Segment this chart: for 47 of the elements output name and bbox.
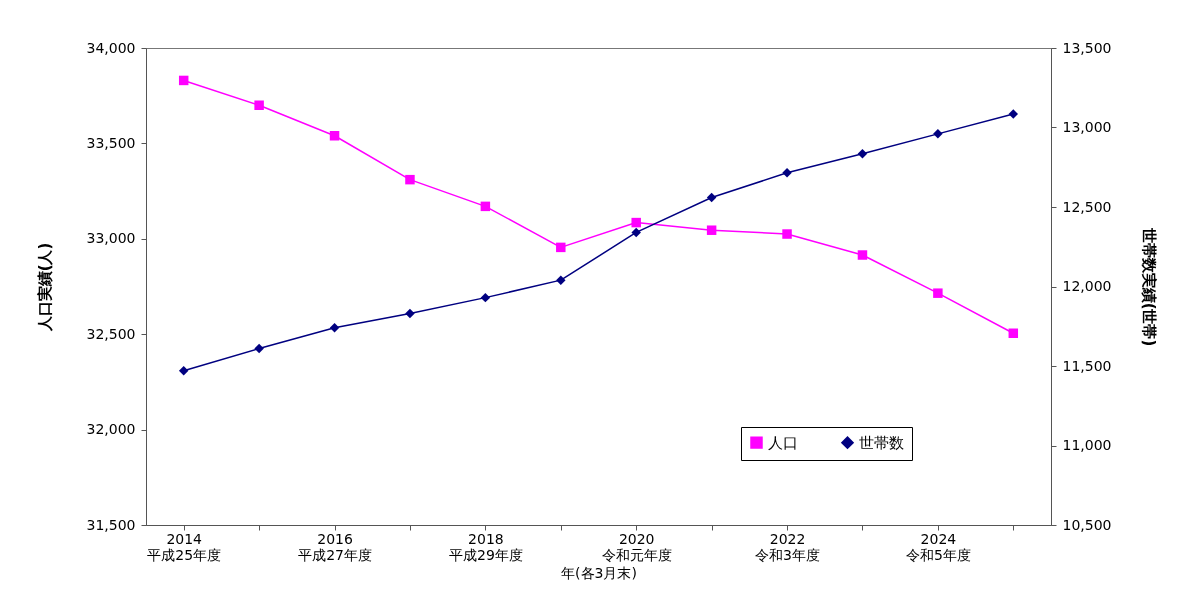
point [178,366,189,376]
x-tick-label: 2022 令和3年度 [755,530,820,563]
y2-tick-label: 12,000 [1062,278,1112,294]
point [556,242,566,253]
y-tick-label: 33,500 [86,134,136,151]
point [556,275,566,285]
y-axis-title: 人口実績(人) [35,242,54,333]
point [1008,328,1019,338]
point [480,292,491,303]
point [782,229,792,239]
point [329,323,340,333]
x-tick-label: 2020 令和元年度 [601,530,672,563]
y2-tick-label: 13,500 [1062,39,1112,56]
x-tick-label: 2018 平成29年度 [448,530,523,563]
legend-label: 人口 [768,433,798,452]
point [631,217,641,228]
y-tick-label: 32,500 [86,325,136,342]
point [178,75,189,86]
point [405,174,415,185]
point [480,201,491,212]
point [1008,109,1019,119]
y2-tick-label: 10,500 [1062,516,1112,533]
point [857,148,868,159]
point [329,131,340,141]
point [254,343,264,354]
y2-tick-label: 11,500 [1062,357,1112,374]
point [857,250,868,260]
y-tick-label: 31,500 [86,516,136,533]
x-tick-label: 2016 平成27年度 [298,530,372,563]
point [706,225,717,235]
point [933,129,943,139]
y2-tick-label: 11,000 [1062,437,1112,453]
point [933,288,943,298]
y-tick-label: 32,000 [86,421,136,438]
y-tick-label: 33,000 [86,230,136,247]
x-tick-label: 2014 平成25年度 [147,530,222,563]
point [706,192,717,203]
x-tick-label: 2024 令和5年度 [905,530,971,563]
y-tick-label: 34,000 [86,39,136,56]
x-axis-title: 年(各3月末) [561,564,637,581]
y2-tick-label: 13,000 [1062,119,1112,135]
point [631,227,641,238]
point [405,308,415,319]
legend-label: 世帯数 [859,433,904,452]
y2-axis-title: 世帯数実績(世帯) [1140,226,1159,347]
y2-tick-label: 12,500 [1062,198,1112,215]
point [254,100,264,110]
